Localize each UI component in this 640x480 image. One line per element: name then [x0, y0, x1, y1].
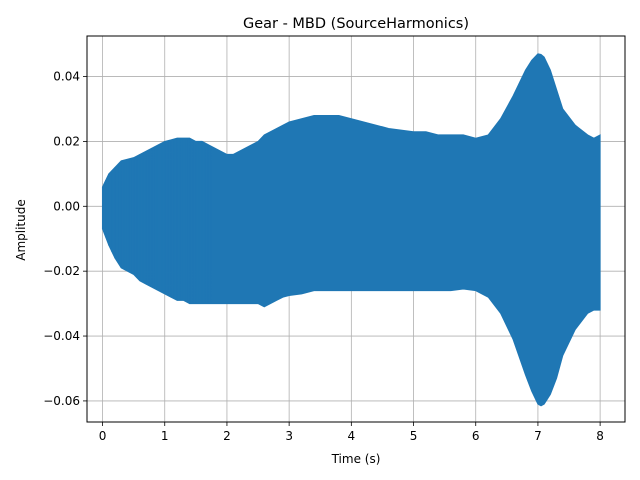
y-tick-label: 0.02 — [53, 134, 80, 148]
signal-envelope-0 — [102, 53, 601, 407]
chart-title: Gear - MBD (SourceHarmonics) — [243, 16, 469, 32]
x-tick-label: 1 — [161, 429, 169, 443]
y-tick-label: 0.00 — [53, 199, 80, 213]
x-tick-label: 0 — [99, 429, 107, 443]
x-tick-label: 2 — [223, 429, 231, 443]
x-tick-label: 8 — [596, 429, 604, 443]
x-tick-label: 3 — [285, 429, 293, 443]
y-axis-ticks: −0.06 −0.04 −0.02 0.00 0.02 0.04 — [43, 70, 87, 408]
x-tick-label: 5 — [410, 429, 418, 443]
axes-frame — [86, 35, 626, 423]
y-tick-label: −0.04 — [43, 329, 80, 343]
x-tick-label: 4 — [348, 429, 356, 443]
y-tick-label: 0.04 — [53, 70, 80, 84]
axes — [86, 35, 626, 423]
signal-series — [101, 53, 601, 407]
x-tick-label: 7 — [534, 429, 542, 443]
y-axis-label: Amplitude — [14, 199, 28, 261]
y-tick-label: −0.06 — [43, 394, 80, 408]
x-axis-ticks: 0 1 2 3 4 5 6 7 8 — [99, 422, 604, 443]
x-axis-label: Time (s) — [331, 452, 381, 466]
signal-oscillation-0 — [101, 138, 212, 304]
y-tick-label: −0.02 — [43, 264, 80, 278]
x-tick-label: 6 — [472, 429, 480, 443]
